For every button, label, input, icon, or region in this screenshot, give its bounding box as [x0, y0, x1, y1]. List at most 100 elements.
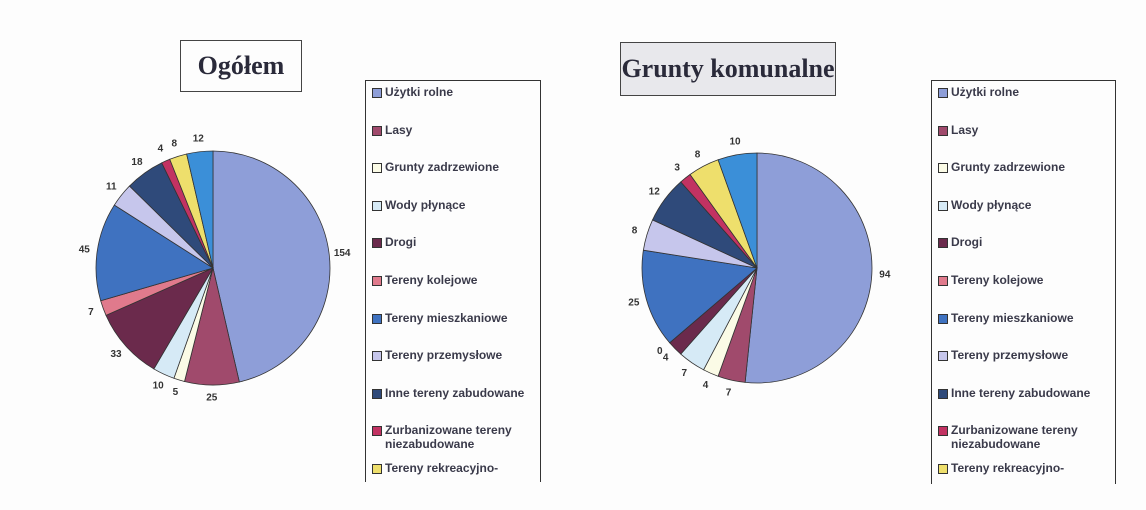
legend-label: Inne tereny zabudowane: [385, 385, 525, 400]
data-label: 4: [703, 380, 709, 391]
legend-swatch: [938, 125, 948, 136]
legend-item: Wody płynące: [932, 198, 1115, 236]
legend-item: Lasy: [366, 123, 540, 161]
data-label: 4: [158, 144, 164, 155]
chart-title: Grunty komunalne: [620, 42, 836, 96]
legend-item: Użytki rolne: [932, 85, 1115, 123]
legend-item: Zurbanizowane tereny niezabudowane: [932, 423, 1115, 461]
legend-swatch: [938, 88, 948, 98]
legend-swatch: [372, 388, 382, 399]
legend-label: Inne tereny zabudowane: [951, 385, 1091, 400]
legend: Użytki rolne Lasy Grunty zadrzewione Wody p…: [365, 80, 541, 482]
legend-item: Grunty zadrzewione: [366, 160, 540, 198]
legend-label: Tereny rekreacyjno-: [385, 460, 499, 475]
legend-label: Użytki rolne: [385, 85, 454, 99]
data-label: 7: [682, 368, 688, 379]
data-label: 45: [79, 244, 91, 255]
legend-label: Tereny mieszkaniowe: [385, 310, 508, 325]
data-label: 25: [206, 393, 218, 404]
legend-item: Zurbanizowane tereny niezabudowane: [366, 423, 540, 461]
legend-swatch: [372, 125, 382, 136]
legend-label: Tereny mieszkaniowe: [951, 310, 1074, 325]
legend-swatch: [938, 238, 948, 249]
pie-slice: [105, 267, 214, 370]
legend-item: Tereny przemysłowe: [366, 348, 540, 386]
legend-item: Tereny przemysłowe: [932, 348, 1115, 386]
data-label: 11: [106, 182, 117, 193]
legend-label: Tereny rekreacyjno-: [951, 460, 1065, 475]
pie-slice: [744, 152, 873, 384]
data-label: 18: [131, 157, 143, 168]
legend-swatch: [938, 200, 948, 211]
legend: Użytki rolne Lasy Grunty zadrzewione Wody p…: [931, 80, 1116, 484]
legend-item: Inne tereny zabudowane: [366, 386, 540, 424]
legend-swatch: [938, 388, 948, 399]
legend-swatch: [372, 463, 382, 474]
data-label: 12: [193, 133, 205, 144]
legend-item: Tereny kolejowe: [932, 273, 1115, 311]
legend-swatch: [938, 163, 948, 174]
data-label: 25: [628, 298, 640, 309]
legend-swatch: [938, 275, 948, 286]
data-label: 10: [729, 137, 741, 148]
legend-swatch: [372, 275, 382, 286]
legend-item: Lasy: [932, 123, 1115, 161]
legend-item: Tereny kolejowe: [366, 273, 540, 311]
legend-item: Tereny mieszkaniowe: [932, 311, 1115, 349]
legend-swatch: [372, 200, 382, 211]
legend-swatch: [938, 313, 948, 324]
pie-slice: [212, 150, 331, 383]
legend-label: Tereny przemysłowe: [951, 348, 1069, 363]
legend-label: Grunty zadrzewione: [385, 160, 500, 175]
legend-label: Zurbanizowane tereny niezabudowane: [951, 423, 1078, 452]
legend-swatch: [372, 313, 382, 324]
data-label: 8: [632, 226, 638, 237]
data-label: 0: [657, 346, 663, 357]
legend-label: Drogi: [951, 235, 983, 250]
legend-item: Tereny mieszkaniowe: [366, 311, 540, 349]
data-label: 5: [173, 387, 179, 398]
data-label: 12: [649, 186, 661, 197]
legend-label: Wody płynące: [951, 197, 1032, 212]
legend-swatch: [372, 88, 382, 98]
data-label: 154: [334, 248, 351, 259]
data-label: 33: [110, 349, 122, 360]
data-label: 3: [674, 163, 680, 174]
legend-label: Lasy: [385, 122, 413, 137]
legend-label: Tereny kolejowe: [385, 272, 478, 287]
data-label: 7: [726, 387, 732, 398]
legend-label: Tereny kolejowe: [951, 272, 1044, 287]
pie-slice: [641, 249, 758, 344]
legend-item: Tereny rekreacyjno-: [366, 461, 540, 499]
legend-swatch: [938, 351, 948, 362]
legend-item: Grunty zadrzewione: [932, 160, 1115, 198]
data-label: 10: [153, 381, 165, 392]
legend-item: Wody płynące: [366, 198, 540, 236]
legend-label: Tereny przemysłowe: [385, 348, 503, 363]
pie-slice: [186, 150, 214, 269]
legend-item: Użytki rolne: [366, 85, 540, 123]
legend-label: Grunty zadrzewione: [951, 160, 1066, 175]
legend-label: Zurbanizowane tereny niezabudowane: [385, 423, 512, 452]
data-label: 7: [88, 307, 94, 318]
legend-swatch: [372, 426, 382, 437]
legend-label: Wody płynące: [385, 197, 466, 212]
data-label: 8: [695, 149, 701, 160]
data-label: 94: [879, 269, 891, 280]
legend-label: Lasy: [951, 122, 979, 137]
legend-swatch: [938, 463, 948, 474]
legend-item: Tereny rekreacyjno-: [932, 461, 1115, 499]
legend-item: Drogi: [932, 235, 1115, 273]
legend-label: Drogi: [385, 235, 417, 250]
data-label: 4: [663, 352, 669, 363]
legend-swatch: [372, 163, 382, 174]
pie-slice: [717, 152, 758, 269]
legend-item: Inne tereny zabudowane: [932, 386, 1115, 424]
legend-swatch: [372, 351, 382, 362]
legend-item: Drogi: [366, 235, 540, 273]
chart-title: Ogółem: [180, 40, 302, 92]
legend-swatch: [372, 238, 382, 249]
pie-slice: [95, 204, 214, 302]
